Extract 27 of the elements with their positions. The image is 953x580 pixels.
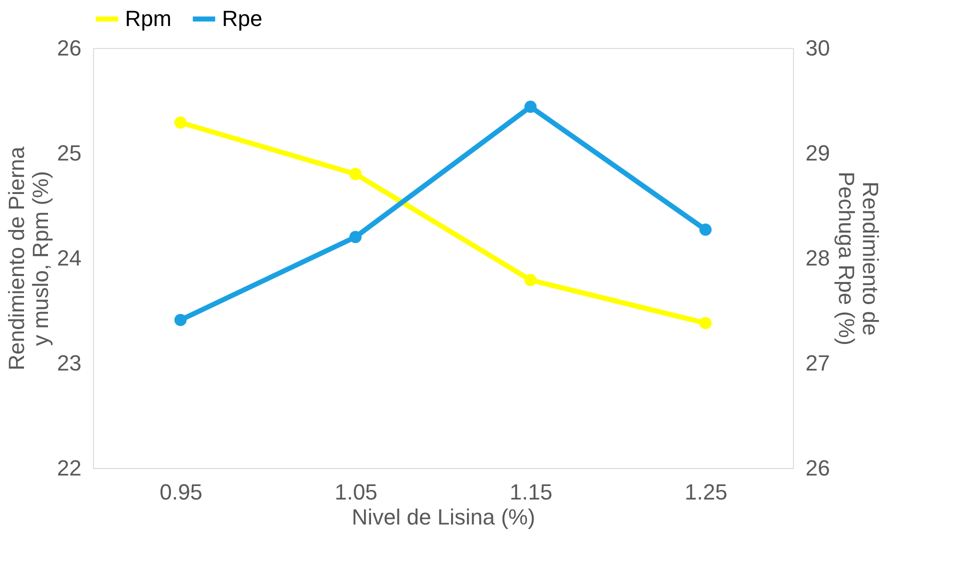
x-tick-label: 1.25 xyxy=(684,480,728,504)
y2-axis-title: Rendimiento de Pechuga Rpe (%) xyxy=(834,172,883,346)
legend-label: Rpm xyxy=(125,6,172,31)
point xyxy=(174,314,187,326)
y-tick-label: 23 xyxy=(57,350,82,376)
y2-tick-label: 26 xyxy=(806,456,830,480)
legend-label: Rpe xyxy=(222,6,262,31)
point xyxy=(524,274,537,286)
point xyxy=(174,116,187,129)
y2-tick-label: 30 xyxy=(806,36,830,60)
point xyxy=(349,168,362,180)
point xyxy=(699,224,712,236)
y-axis-title: Rendimiento de Pierna y muslo, Rpm (%) xyxy=(4,146,54,370)
x-tick-label: 1.05 xyxy=(334,480,378,504)
x-axis-title: Nivel de Lisina (%) xyxy=(352,504,536,530)
y-tick-label: 24 xyxy=(57,246,82,270)
y2-tick-label: 28 xyxy=(806,246,830,270)
point xyxy=(699,316,712,330)
y-tick-label: 26 xyxy=(57,36,82,60)
y2-tick-label: 27 xyxy=(806,350,830,376)
x-tick-label: 0.95 xyxy=(160,480,202,504)
point xyxy=(349,230,362,244)
y2-tick-label: 29 xyxy=(806,140,830,166)
x-tick-label: 1.15 xyxy=(510,480,552,504)
y-tick-label: 22 xyxy=(57,456,82,480)
point xyxy=(524,100,537,113)
y-tick-label: 25 xyxy=(57,140,82,166)
